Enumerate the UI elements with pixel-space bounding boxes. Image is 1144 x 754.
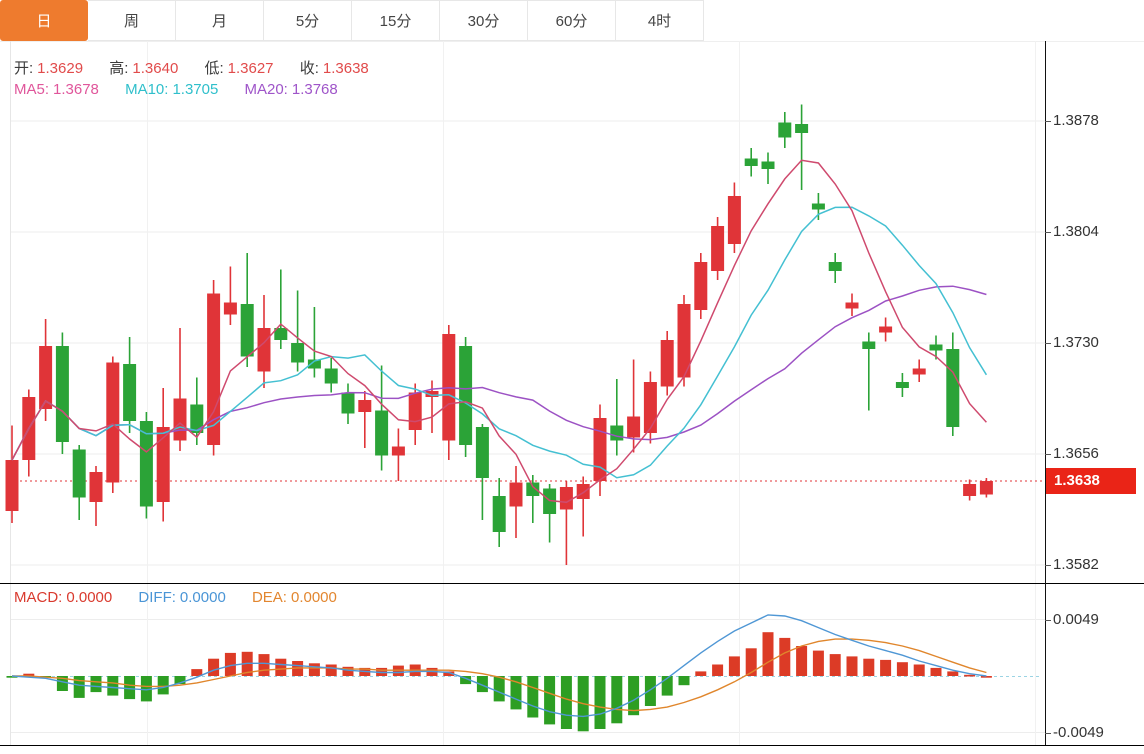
- macd-legend: MACD: 0.0000 DIFF: 0.0000 DEA: 0.0000: [14, 589, 341, 606]
- low-label: 低:: [204, 60, 224, 77]
- ma10-label: MA10:: [125, 81, 169, 98]
- y-axis-label-1: 1.3878: [1053, 112, 1099, 129]
- y-axis-label-5: 1.3582: [1053, 556, 1099, 573]
- tab-15min[interactable]: 15分: [352, 0, 440, 41]
- last-price-tag: 1.3638: [1046, 468, 1136, 494]
- tab-30min[interactable]: 30分: [440, 0, 528, 41]
- dea-label: DEA:: [251, 589, 287, 606]
- tab-day[interactable]: 日: [0, 0, 88, 41]
- y-axis-tick: [1045, 565, 1051, 566]
- open-value: 1.3629: [37, 60, 84, 77]
- y-axis-label-4: 1.3656: [1053, 445, 1099, 462]
- y-axis-tick: [1045, 343, 1051, 344]
- tab-week[interactable]: 周: [88, 0, 176, 41]
- y-axis-tick: [1045, 232, 1051, 233]
- close-label: 收:: [299, 60, 319, 77]
- tab-4hour[interactable]: 4时: [616, 0, 704, 41]
- macd-value: 0.0000: [66, 589, 113, 606]
- ma5-value: 1.3678: [53, 81, 99, 98]
- y-axis-tick: [1045, 121, 1051, 122]
- macd-axis-label-pos: 0.0049: [1053, 611, 1099, 628]
- low-value: 1.3627: [227, 60, 274, 77]
- open-label: 开:: [14, 60, 34, 77]
- tab-60min[interactable]: 60分: [528, 0, 616, 41]
- ma5-label: MA5:: [14, 81, 50, 98]
- macd-axis-label-neg: -0.0049: [1053, 724, 1104, 741]
- tab-5min[interactable]: 5分: [264, 0, 352, 41]
- high-value: 1.3640: [132, 60, 179, 77]
- y-axis-tick: [1045, 454, 1051, 455]
- ohlc-legend: 开: 1.3629 高: 1.3640 低: 1.3627 收: 1.3638: [14, 57, 373, 78]
- diff-label: DIFF:: [138, 589, 176, 606]
- y-axis-label-3: 1.3730: [1053, 334, 1099, 351]
- y-axis-label-2: 1.3804: [1053, 223, 1099, 240]
- period-tabbar: 日 周 月 5分 15分 30分 60分 4时: [0, 0, 1144, 42]
- macd-axis-tick: [1045, 620, 1051, 621]
- ma20-label: MA20:: [244, 81, 288, 98]
- ma-legend: MA5: 1.3678 MA10: 1.3705 MA20: 1.3768: [14, 81, 342, 98]
- ma20-value: 1.3768: [291, 81, 338, 98]
- tab-month[interactable]: 月: [176, 0, 264, 41]
- macd-label: MACD:: [14, 589, 63, 606]
- ma10-value: 1.3705: [172, 81, 219, 98]
- dea-value: 0.0000: [290, 589, 337, 606]
- macd-axis-tick: [1045, 733, 1051, 734]
- high-label: 高:: [109, 60, 129, 77]
- diff-value: 0.0000: [179, 589, 226, 606]
- close-value: 1.3638: [322, 60, 369, 77]
